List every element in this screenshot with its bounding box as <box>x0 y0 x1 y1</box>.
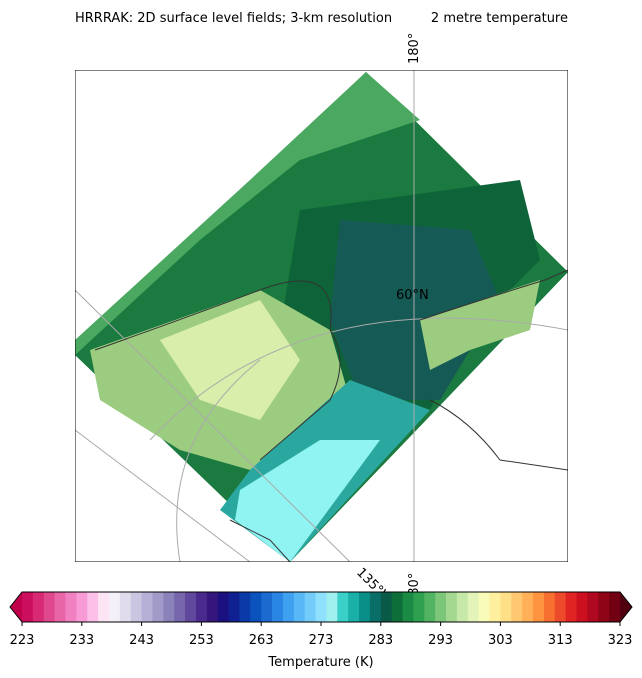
colorbar-swatch <box>337 592 349 622</box>
colorbar-swatch <box>315 592 327 622</box>
colorbar-swatch <box>65 592 77 622</box>
colorbar-tick-label: 263 <box>249 633 274 648</box>
colorbar-swatch <box>163 592 175 622</box>
colorbar-swatch <box>369 592 382 622</box>
colorbar-swatch <box>478 592 491 622</box>
colorbar-swatch <box>22 592 34 622</box>
gridline-label: 180° <box>407 33 422 64</box>
colorbar-swatch <box>43 592 56 622</box>
colorbar-tick-label: 323 <box>608 633 633 648</box>
colorbar-swatch <box>293 592 306 622</box>
title-right: 2 metre temperature <box>431 11 568 26</box>
colorbar-swatch <box>522 592 534 622</box>
colorbar-swatch <box>511 592 523 622</box>
colorbar-swatch <box>391 592 404 622</box>
colorbar-swatch <box>380 592 393 622</box>
colorbar-swatch <box>152 592 164 622</box>
colorbar-swatch <box>54 592 66 622</box>
colorbar-swatch <box>326 592 338 622</box>
gridline-label: 60°N <box>396 288 429 303</box>
colorbar-swatch <box>609 592 621 622</box>
colorbar-swatch <box>533 592 545 622</box>
colorbar-extend <box>620 592 632 622</box>
colorbar-swatch <box>217 592 230 622</box>
colorbar-tick-label: 223 <box>10 633 35 648</box>
colorbar-tick-label: 313 <box>548 633 573 648</box>
colorbar-swatch <box>272 592 284 622</box>
colorbar-swatch <box>348 592 360 622</box>
colorbar-swatch <box>76 592 88 622</box>
colorbar-swatch <box>108 592 121 622</box>
colorbar-swatch <box>587 592 599 622</box>
colorbar-tick-label: 233 <box>69 633 94 648</box>
colorbar-swatch <box>261 592 273 622</box>
colorbar-swatch <box>402 592 414 622</box>
colorbar-swatch <box>98 592 110 622</box>
colorbar-tick-label: 293 <box>428 633 453 648</box>
colorbar-swatch <box>467 592 480 622</box>
colorbar-swatch <box>195 592 208 622</box>
colorbar-label: Temperature (K) <box>267 655 373 670</box>
colorbar-swatch <box>489 592 501 622</box>
colorbar-swatch <box>576 592 588 622</box>
colorbar-tick-label: 283 <box>368 633 393 648</box>
colorbar-swatch <box>141 592 153 622</box>
colorbar-swatch <box>446 592 458 622</box>
colorbar: 223 233 243 253 263 273 283 293 303 313 323 <box>9 591 633 648</box>
colorbar-swatch <box>554 592 567 622</box>
colorbar-swatch <box>413 592 425 622</box>
colorbar-swatch <box>130 592 143 622</box>
colorbar-swatch <box>250 592 262 622</box>
colorbar-swatch <box>282 592 295 622</box>
colorbar-swatch <box>206 592 219 622</box>
colorbar-swatch <box>424 592 436 622</box>
colorbar-tick-label: 253 <box>189 633 214 648</box>
colorbar-swatch <box>87 592 99 622</box>
colorbar-swatch <box>543 592 556 622</box>
colorbar-swatch <box>456 592 469 622</box>
colorbar-swatch <box>565 592 578 622</box>
colorbar-tick-label: 243 <box>129 633 154 648</box>
colorbar-tick-label: 273 <box>309 633 334 648</box>
colorbar-tick-label: 303 <box>488 633 513 648</box>
colorbar-swatch <box>500 592 512 622</box>
colorbar-swatch <box>185 592 197 622</box>
colorbar-swatch <box>174 592 186 622</box>
title-left: HRRRAK: 2D surface level fields; 3-km re… <box>75 11 392 26</box>
colorbar-swatch <box>304 592 317 622</box>
colorbar-extend <box>10 592 22 622</box>
map <box>75 70 568 562</box>
colorbar-swatch <box>359 592 371 622</box>
colorbar-swatch <box>435 592 447 622</box>
colorbar-swatch <box>598 592 610 622</box>
colorbar-swatch <box>119 592 132 622</box>
colorbar-swatch <box>228 592 240 622</box>
colorbar-swatch <box>239 592 251 622</box>
colorbar-swatch <box>32 592 45 622</box>
